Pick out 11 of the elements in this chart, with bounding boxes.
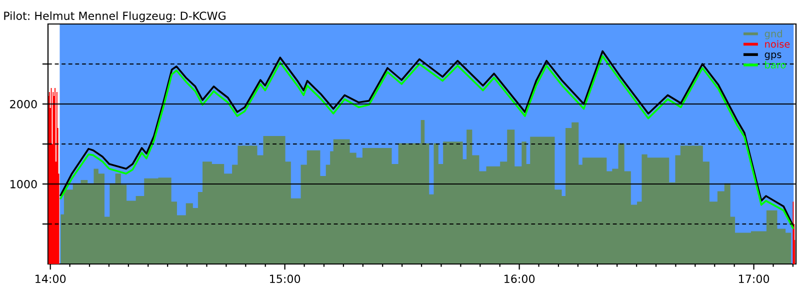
legend-label: baro xyxy=(765,60,786,69)
legend-label: gnd xyxy=(764,30,782,40)
y-tick-label: 2000 xyxy=(10,100,37,108)
y-tick-label: 1000 xyxy=(10,180,37,188)
chart-title: Pilot: Helmut Mennel Flugzeug: D-KCWG xyxy=(4,11,226,22)
x-tick-label: 14:00 xyxy=(36,274,66,284)
x-tick-label: 17:00 xyxy=(739,274,770,284)
legend-label: noise xyxy=(765,40,790,48)
x-tick-label: 15:00 xyxy=(270,274,300,284)
x-tick-label: 16:00 xyxy=(504,274,535,284)
legend-label: gps xyxy=(764,52,782,60)
